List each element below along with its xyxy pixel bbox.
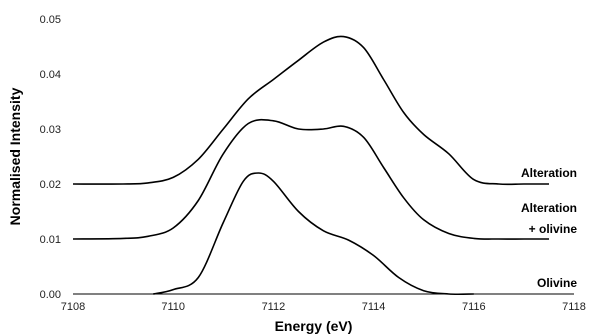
x-tick-label: 7116 — [462, 301, 486, 313]
series-label-alteration: Alteration — [521, 166, 577, 180]
x-tick-label: 7114 — [362, 301, 386, 313]
series-label-alteration-olivine: Alteration — [521, 201, 577, 215]
x-tick-label: 7112 — [262, 301, 286, 313]
x-axis-ticks: 7108 7110 7112 7114 7116 7118 — [61, 301, 586, 313]
x-tick-label: 7108 — [61, 301, 85, 313]
series-line-olivine — [153, 172, 474, 296]
y-tick-label: 0.05 — [40, 14, 61, 26]
y-axis-ticks: 0.00 0.01 0.02 0.03 0.04 0.05 — [40, 14, 61, 301]
x-axis-title: Energy (eV) — [275, 318, 353, 334]
y-tick-label: 0.02 — [40, 179, 61, 191]
series-line-alteration — [72, 35, 549, 186]
y-axis-title: Normalised Intensity — [7, 87, 23, 225]
y-tick-label: 0.01 — [40, 234, 61, 246]
x-tick-label: 7110 — [161, 301, 185, 313]
y-tick-label: 0.03 — [40, 124, 61, 136]
series-lines — [72, 35, 549, 296]
series-labels: Alteration Alteration + olivine Olivine — [521, 166, 577, 290]
y-tick-label: 0.04 — [40, 69, 61, 81]
y-tick-label: 0.00 — [40, 289, 61, 301]
series-label-olivine: Olivine — [537, 276, 577, 290]
series-label-alteration-olivine: + olivine — [529, 222, 578, 236]
x-tick-label: 7118 — [562, 301, 586, 313]
series-line-alteration-olivine — [72, 118, 549, 240]
